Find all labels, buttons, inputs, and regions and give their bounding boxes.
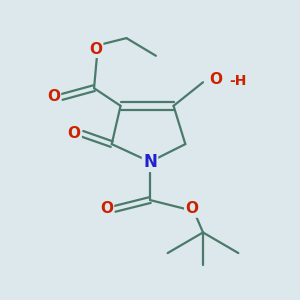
- Text: -H: -H: [230, 74, 247, 88]
- Text: O: O: [68, 126, 80, 141]
- Text: O: O: [47, 89, 60, 104]
- Text: O: O: [210, 72, 223, 87]
- Text: O: O: [100, 201, 113, 216]
- Text: O: O: [185, 201, 198, 216]
- Text: O: O: [210, 72, 223, 87]
- Text: O: O: [47, 89, 60, 104]
- Text: O: O: [100, 201, 113, 216]
- Text: O: O: [68, 126, 80, 141]
- Text: O: O: [89, 42, 102, 57]
- Text: O: O: [185, 201, 198, 216]
- Text: N: N: [143, 153, 157, 171]
- Text: O: O: [89, 42, 102, 57]
